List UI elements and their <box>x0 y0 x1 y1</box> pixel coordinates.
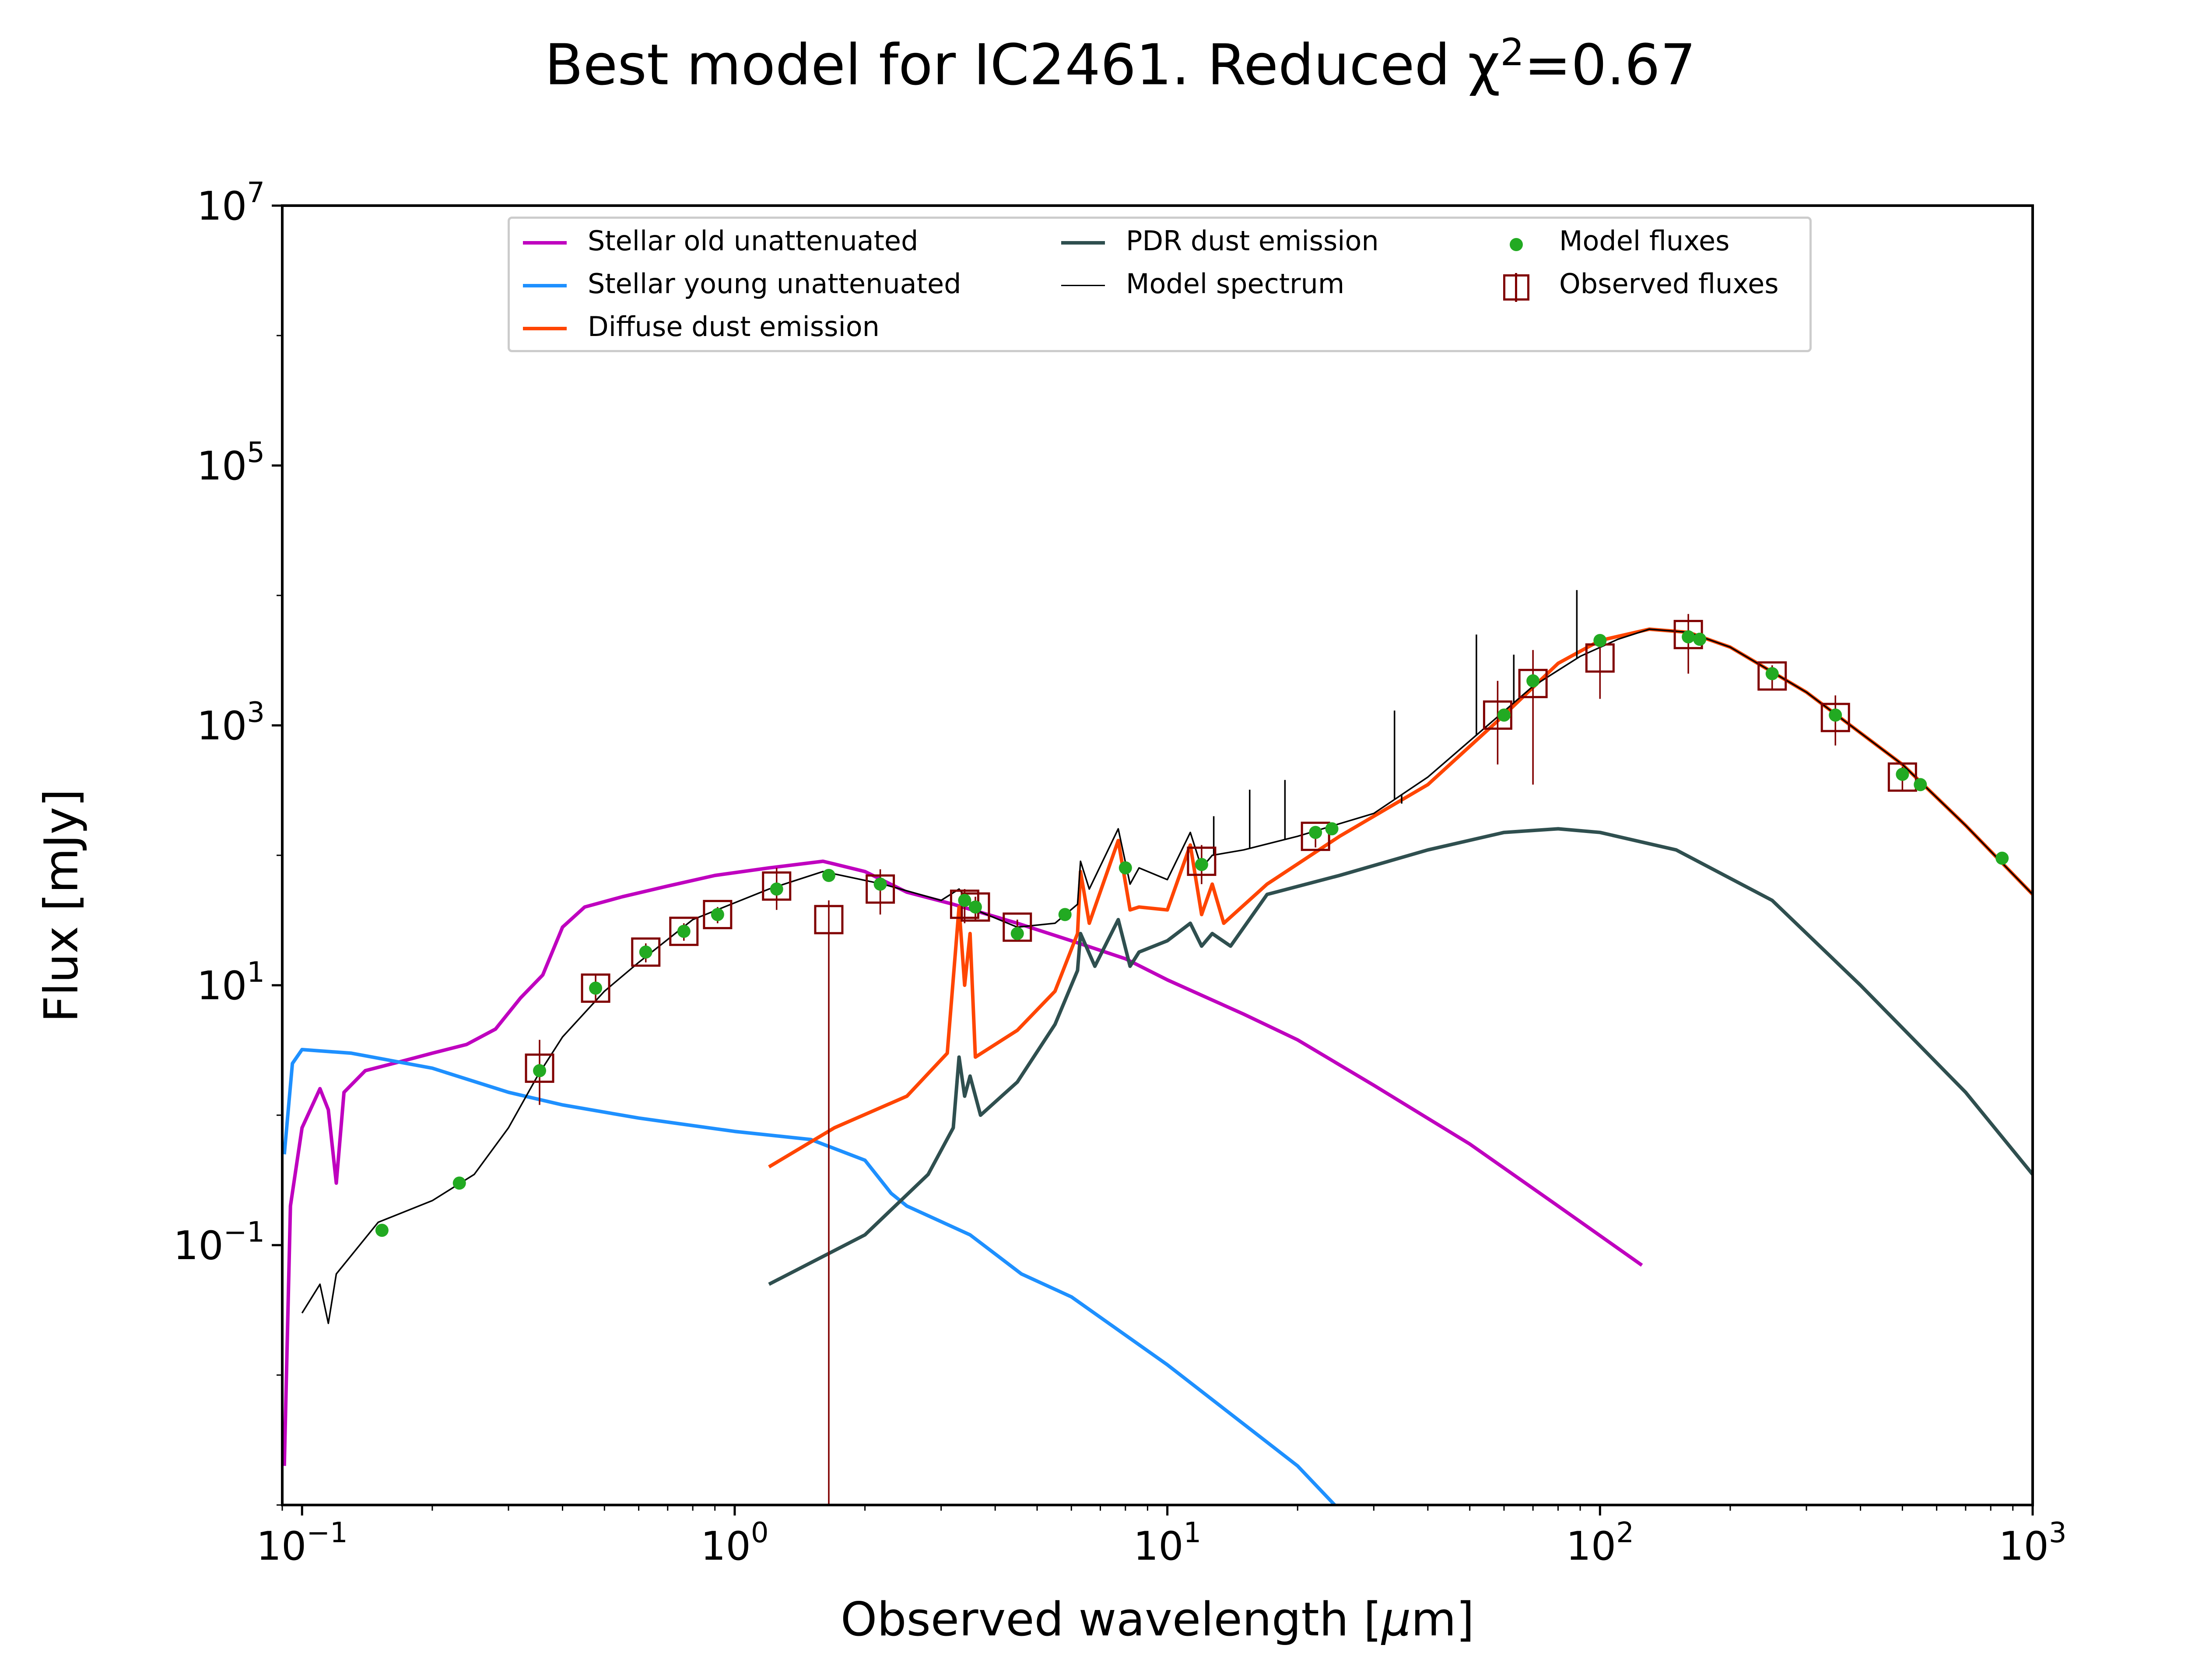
legend-swatch-pdr-dust <box>1061 241 1105 245</box>
observed-flux-marker <box>762 871 792 901</box>
y-axis-label: Flux [mJy] <box>34 789 88 1022</box>
legend-swatch-model-spectrum <box>1061 285 1105 287</box>
legend-label-model-spectrum: Model spectrum <box>1126 268 1345 300</box>
chart-title-text: Best model for IC2461. Reduced χ <box>544 32 1501 98</box>
model-flux-point <box>589 981 603 995</box>
axes-frame <box>281 204 2034 1506</box>
legend-swatch-stellar-young <box>523 284 567 287</box>
legend: Stellar old unattenuated Stellar young u… <box>508 217 1812 352</box>
legend-item-stellar-old: Stellar old unattenuated <box>523 226 918 256</box>
observed-flux-marker <box>1301 822 1330 851</box>
y-tick-label: 107 <box>197 177 265 229</box>
y-tick-label: 103 <box>197 696 265 749</box>
series-line-stellar-old-unattenuated <box>282 859 1643 1466</box>
legend-label-stellar-old: Stellar old unattenuated <box>588 225 919 257</box>
observed-flux-marker <box>1820 703 1850 732</box>
model-flux-point <box>1119 861 1132 875</box>
y-tick-label: 101 <box>197 956 265 1009</box>
x-axis-label: Observed wavelength [μm] <box>282 1592 2033 1646</box>
series-line-model-spectrum <box>301 628 2033 1324</box>
observed-flux-marker <box>1518 668 1548 698</box>
legend-label-observed-fluxes: Observed fluxes <box>1559 268 1779 300</box>
model-flux-point <box>1058 908 1072 921</box>
model-flux-point <box>639 945 652 959</box>
model-flux-point <box>1325 822 1339 836</box>
legend-item-pdr-dust: PDR dust emission <box>1061 226 1379 256</box>
model-flux-point <box>1195 858 1208 871</box>
model-flux-point <box>1829 708 1842 722</box>
legend-swatch-stellar-old <box>523 241 567 245</box>
x-tick-label: 10−1 <box>256 1517 348 1569</box>
model-flux-point <box>1526 674 1540 688</box>
model-flux-point <box>822 869 835 882</box>
legend-label-model-fluxes: Model fluxes <box>1559 225 1730 257</box>
legend-swatch-model-fluxes <box>1494 228 1538 258</box>
model-flux-point <box>1995 851 2009 865</box>
observed-flux-marker <box>631 937 661 967</box>
legend-label-pdr-dust: PDR dust emission <box>1126 225 1379 257</box>
x-axis-label-mu: μ <box>1382 1592 1411 1646</box>
observed-flux-marker <box>581 973 610 1003</box>
x-tick-label: 101 <box>1133 1517 1201 1569</box>
observed-flux-marker <box>866 874 895 904</box>
model-flux-point <box>711 908 724 921</box>
model-flux-point <box>452 1176 466 1190</box>
model-flux-point <box>958 893 971 907</box>
model-flux-point <box>1914 778 1927 791</box>
model-flux-point <box>677 924 691 938</box>
x-tick-label: 102 <box>1566 1517 1634 1569</box>
legend-item-observed-fluxes: Observed fluxes <box>1494 268 1779 302</box>
model-flux-point <box>1593 634 1607 647</box>
series-line-diffuse-dust-emission <box>768 627 2033 1169</box>
observed-flux-marker <box>1887 762 1917 792</box>
model-flux-point <box>1497 708 1511 722</box>
observed-flux-marker <box>525 1054 554 1083</box>
model-flux-point <box>873 877 887 891</box>
legend-label-stellar-young: Stellar young unattenuated <box>588 268 961 300</box>
y-tick-label: 105 <box>197 437 265 489</box>
model-flux-point <box>1309 826 1322 839</box>
chart-title-suffix: =0.67 <box>1524 32 1696 98</box>
model-flux-point <box>770 882 783 896</box>
legend-swatch-diffuse-dust <box>523 326 567 330</box>
legend-item-diffuse-dust: Diffuse dust emission <box>523 312 880 342</box>
observed-flux-marker <box>1003 912 1032 942</box>
model-flux-point <box>1693 633 1707 646</box>
ticks-layer: 10−1 100 101 102 103 10−1 101 103 105 107 <box>173 177 2067 1569</box>
x-tick-label: 103 <box>1999 1517 2066 1569</box>
observed-flux-marker <box>814 905 844 934</box>
chart-title: Best model for IC2461. Reduced χ2=0.67 <box>0 31 2188 98</box>
legend-swatch-observed-fluxes <box>1494 270 1538 302</box>
legend-item-model-spectrum: Model spectrum <box>1061 269 1344 299</box>
series-layer <box>282 590 2033 1505</box>
observed-flux-marker <box>1757 661 1787 691</box>
x-tick-label: 100 <box>701 1517 768 1569</box>
observed-flux-marker <box>961 892 990 922</box>
model-flux-point <box>1896 767 1909 781</box>
legend-label-diffuse-dust: Diffuse dust emission <box>588 311 880 343</box>
series-line-stellar-young-unattenuated <box>282 1048 1337 1505</box>
y-tick-label: 10−1 <box>173 1216 265 1269</box>
model-flux-point <box>1010 927 1024 940</box>
observed-flux-marker <box>703 900 733 929</box>
observed-flux-marker <box>1187 847 1217 876</box>
legend-item-stellar-young: Stellar young unattenuated <box>523 269 961 299</box>
model-flux-point <box>375 1224 389 1237</box>
chart-title-sup: 2 <box>1500 31 1525 74</box>
x-axis-label-suffix: m] <box>1411 1592 1475 1646</box>
model-flux-point <box>1682 630 1695 644</box>
model-flux-point <box>1765 667 1779 680</box>
observed-flux-marker <box>669 917 699 946</box>
legend-item-model-fluxes: Model fluxes <box>1494 226 1729 258</box>
model-flux-point <box>968 900 982 914</box>
series-line-pdr-dust-emission <box>768 827 2033 1286</box>
markers-layer <box>375 614 2009 1505</box>
x-axis-label-text: Observed wavelength [ <box>840 1592 1382 1646</box>
observed-flux-marker <box>1483 700 1512 730</box>
model-flux-point <box>533 1064 547 1078</box>
